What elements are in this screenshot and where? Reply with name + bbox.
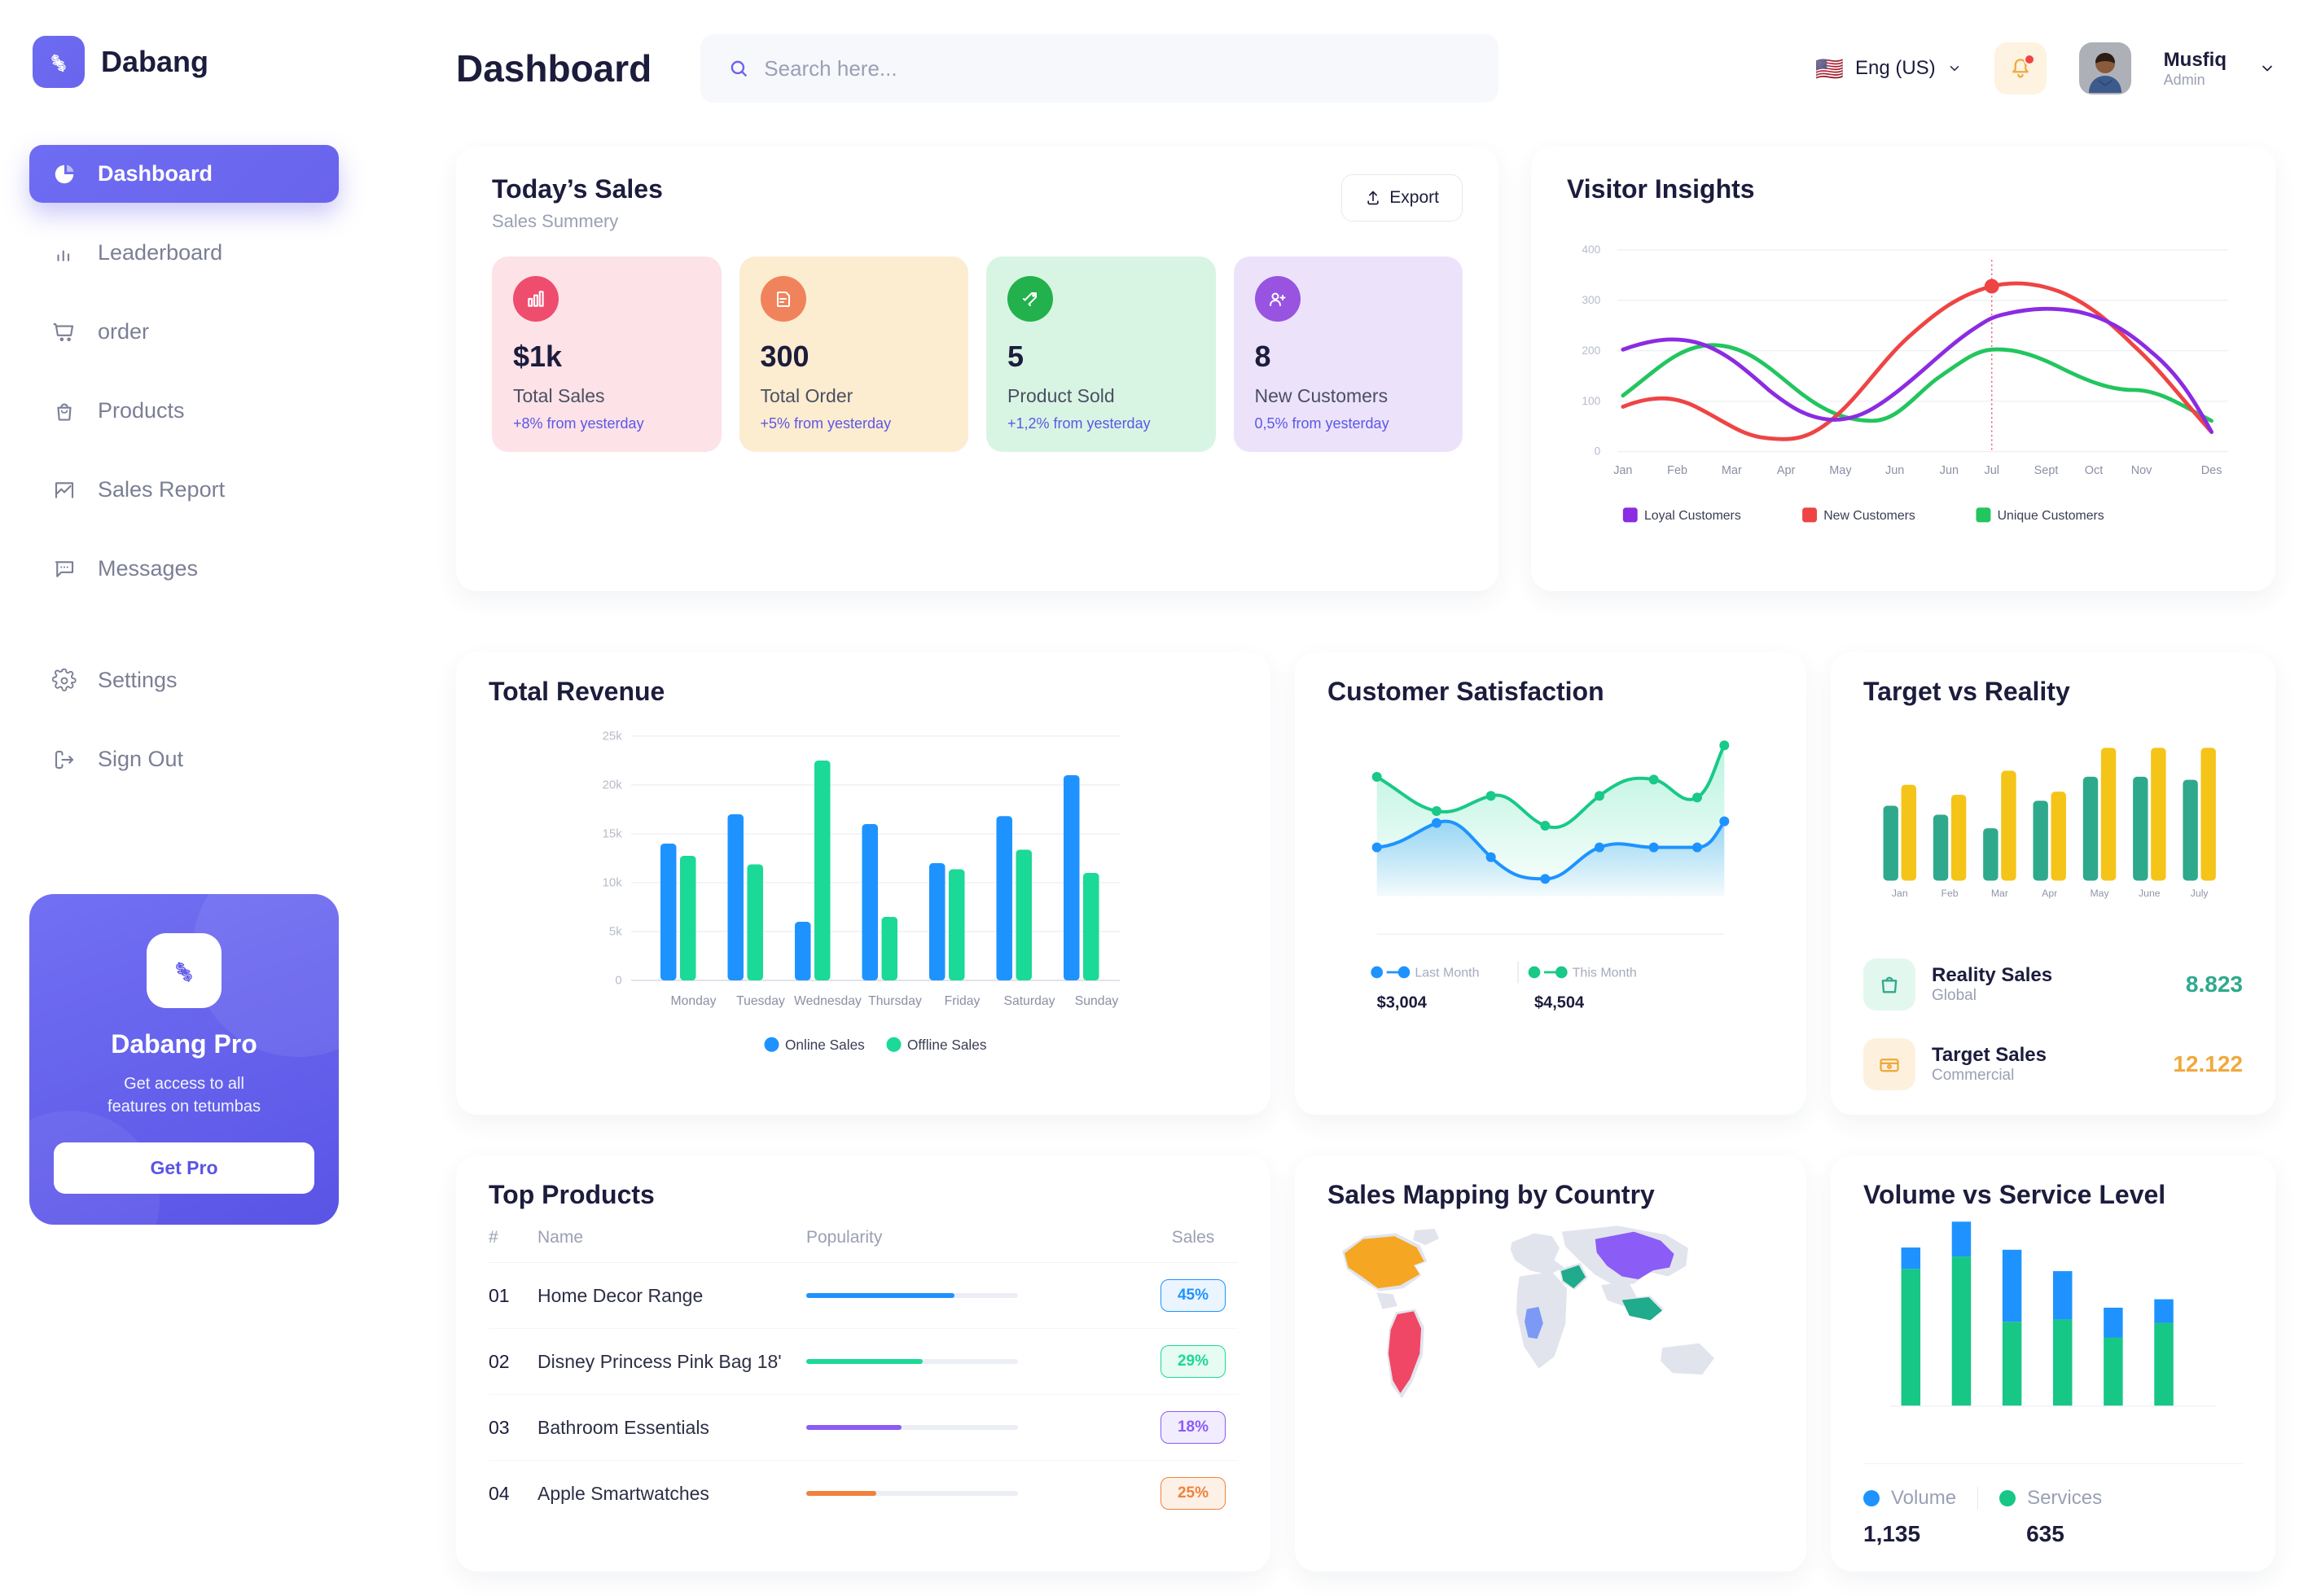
svg-text:0: 0 [1595,445,1601,458]
svg-text:15k: 15k [603,827,623,841]
svg-text:400: 400 [1582,243,1600,256]
svg-text:Unique Customers: Unique Customers [1998,509,2104,523]
svg-text:10k: 10k [603,876,623,890]
svg-text:Last Month: Last Month [1415,966,1479,980]
svg-text:Feb: Feb [1941,888,1959,899]
svg-text:Oct: Oct [2085,464,2103,477]
svg-text:5k: 5k [609,925,622,939]
svg-text:Mar: Mar [1991,888,2008,899]
svg-text:100: 100 [1582,395,1600,407]
svg-text:Jun: Jun [1940,464,1959,477]
svg-text:$: $ [55,59,67,74]
svg-text:$: $ [180,966,193,984]
svg-text:Sept: Sept [2034,464,2059,477]
svg-text:Wednesday: Wednesday [794,994,862,1008]
svg-text:Des: Des [2201,464,2222,477]
svg-text:Mar: Mar [1722,464,1742,477]
svg-text:June: June [2139,888,2161,899]
svg-text:May: May [1829,464,1852,477]
svg-text:Jun: Jun [1885,464,1904,477]
svg-text:Friday: Friday [945,994,981,1008]
svg-text:200: 200 [1582,344,1600,357]
svg-text:20k: 20k [603,778,623,792]
svg-text:Monday: Monday [670,994,716,1008]
svg-text:Loyal Customers: Loyal Customers [1644,509,1741,523]
svg-text:May: May [2090,888,2109,899]
svg-text:Jan: Jan [1613,464,1632,477]
svg-text:Thursday: Thursday [868,994,922,1008]
svg-text:Nov: Nov [2131,464,2152,477]
svg-text:25k: 25k [603,730,623,743]
svg-text:July: July [2191,888,2209,899]
svg-text:Offline Sales: Offline Sales [907,1037,987,1053]
svg-text:Jul: Jul [1985,464,1999,477]
svg-text:$3,004: $3,004 [1377,993,1428,1011]
svg-text:Tuesday: Tuesday [736,994,785,1008]
svg-text:New Customers: New Customers [1823,509,1915,523]
svg-text:$4,504: $4,504 [1534,993,1585,1011]
svg-text:0: 0 [615,974,621,988]
svg-text:Saturday: Saturday [1003,994,1055,1008]
svg-text:Online Sales: Online Sales [785,1037,865,1053]
svg-text:Jan: Jan [1892,888,1908,899]
svg-text:Apr: Apr [1777,464,1796,477]
svg-text:Sunday: Sunday [1075,994,1119,1008]
svg-text:300: 300 [1582,294,1600,306]
svg-text:This Month: This Month [1573,966,1637,980]
svg-text:Apr: Apr [2042,888,2057,899]
svg-text:Feb: Feb [1667,464,1687,477]
